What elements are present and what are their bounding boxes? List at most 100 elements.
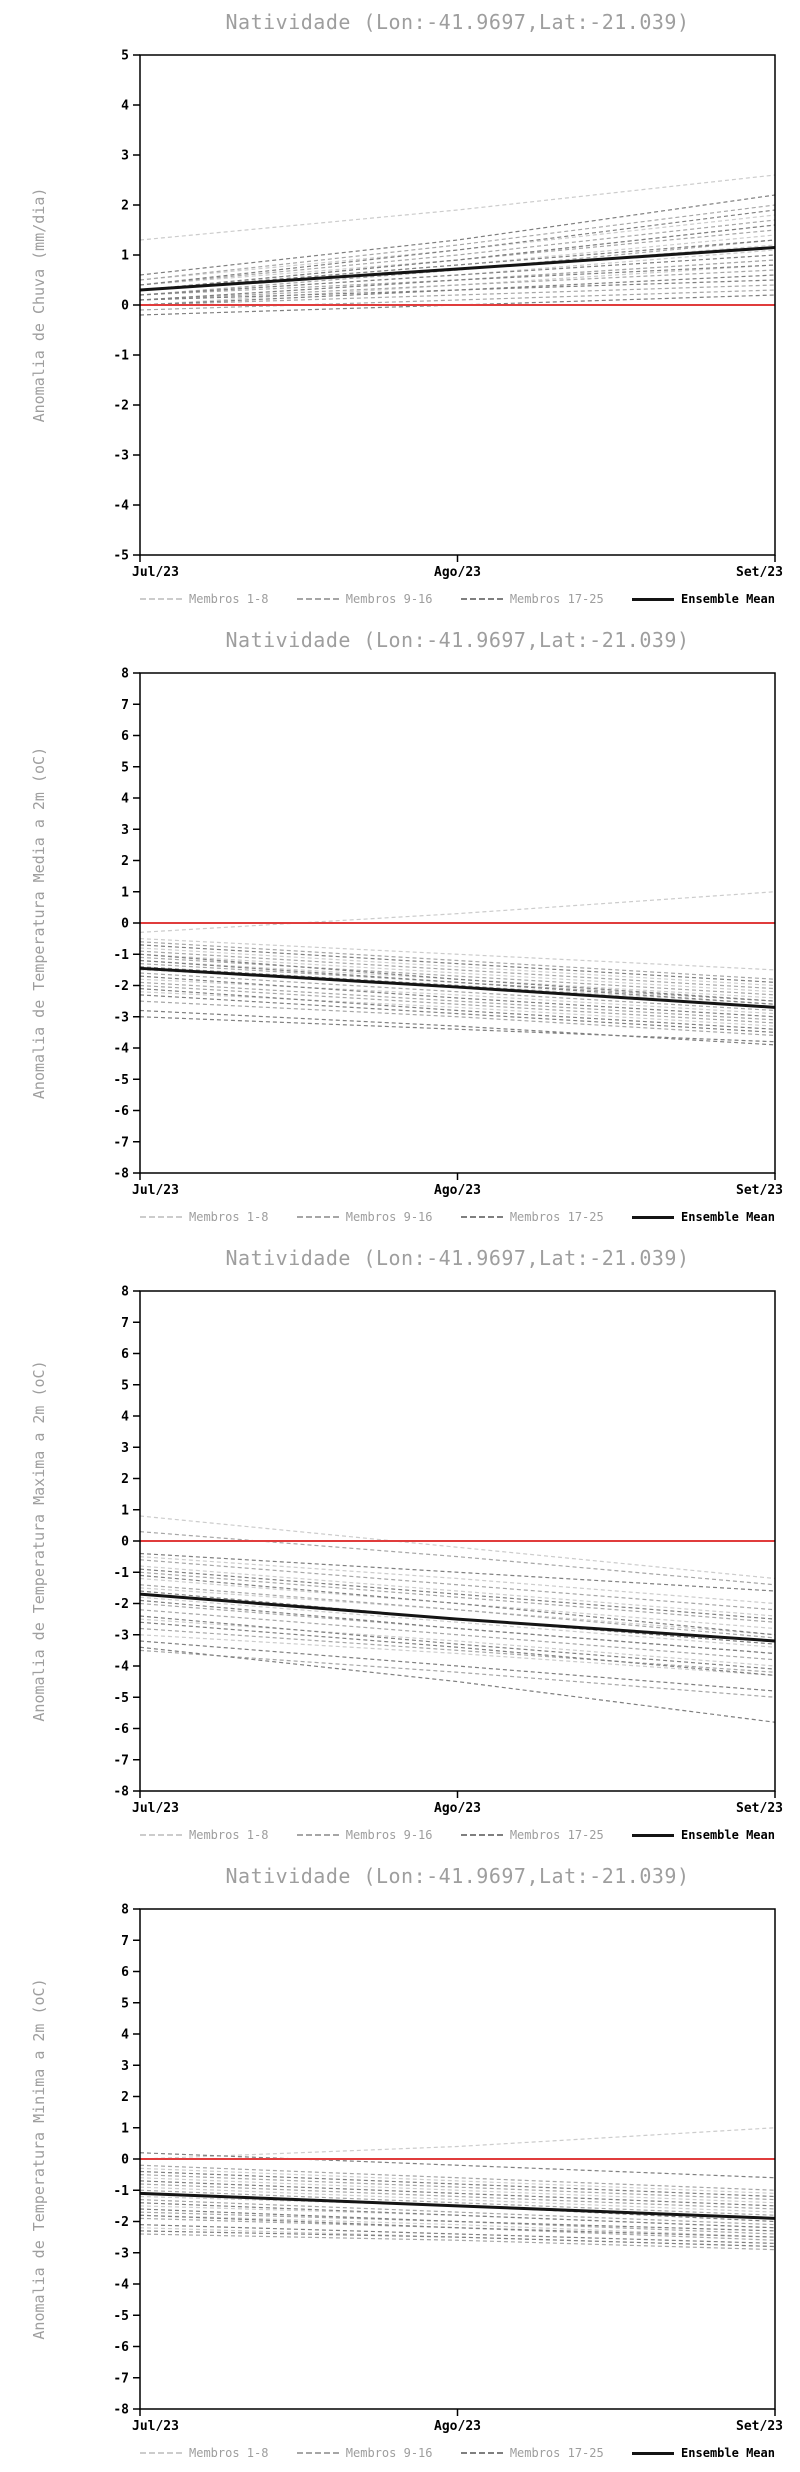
svg-text:8: 8 (121, 667, 129, 682)
legend-item-members-1-8: Membros 1-8 (140, 1210, 268, 1224)
legend-label: Ensemble Mean (681, 1210, 775, 1224)
svg-text:7: 7 (121, 1934, 129, 1949)
solid-line-swatch (632, 597, 675, 601)
svg-text:5: 5 (121, 760, 129, 775)
plot-area: -5 -4 -3 -2 -1 0 1 2 3 4 5 Jul/23 Ago/23 Set/23 (113, 49, 783, 581)
svg-text:2: 2 (121, 854, 129, 869)
plot-area: -8 -7 -6 -5 -4 -3 -2 -1 0 1 2 3 4 5 6 7 8 Jul/23 Ago/23 Set… (113, 1285, 783, 1817)
legend-item-members-9-16: Membros 9-16 (296, 1828, 433, 1842)
legend: Membros 1-8 Membros 9-16 Membros 17-25 E… (140, 2446, 775, 2460)
svg-text:-6: -6 (113, 2340, 129, 2355)
legend-item-ensemble-mean: Ensemble Mean (632, 2446, 775, 2460)
svg-text:3: 3 (121, 2059, 129, 2074)
svg-text:-1: -1 (113, 948, 129, 963)
legend-label: Membros 9-16 (345, 1828, 433, 1842)
svg-text:Set/23: Set/23 (736, 565, 783, 580)
svg-text:4: 4 (121, 792, 129, 807)
dashed-line-swatch (460, 1834, 503, 1836)
svg-text:Ago/23: Ago/23 (434, 1183, 481, 1198)
svg-text:-2: -2 (113, 2215, 129, 2230)
svg-text:2: 2 (121, 1472, 129, 1487)
solid-line-swatch (632, 2451, 675, 2455)
svg-text:3: 3 (121, 149, 129, 164)
dashed-line-swatch (460, 1216, 503, 1218)
svg-text:-5: -5 (113, 1073, 129, 1088)
svg-text:-2: -2 (113, 1597, 129, 1612)
svg-text:0: 0 (121, 917, 129, 932)
svg-text:Set/23: Set/23 (736, 2419, 783, 2434)
legend: Membros 1-8 Membros 9-16 Membros 17-25 E… (140, 1210, 775, 1224)
svg-text:4: 4 (121, 1410, 129, 1425)
svg-text:-3: -3 (113, 449, 129, 464)
legend-item-members-1-8: Membros 1-8 (140, 2446, 268, 2460)
svg-text:2: 2 (121, 199, 129, 214)
svg-text:8: 8 (121, 1903, 129, 1918)
legend-item-ensemble-mean: Ensemble Mean (632, 1210, 775, 1224)
svg-text:Jul/23: Jul/23 (132, 1801, 179, 1816)
svg-text:-4: -4 (113, 499, 129, 514)
legend-item-ensemble-mean: Ensemble Mean (632, 1828, 775, 1842)
svg-text:5: 5 (121, 49, 129, 64)
plot-area: -8 -7 -6 -5 -4 -3 -2 -1 0 1 2 3 4 5 6 7 8 Jul/23 Ago/23 Set… (113, 667, 783, 1199)
svg-text:Ago/23: Ago/23 (434, 1801, 481, 1816)
svg-text:5: 5 (121, 1996, 129, 2011)
svg-text:-4: -4 (113, 1660, 129, 1675)
svg-text:-1: -1 (113, 2184, 129, 2199)
legend-label: Membros 17-25 (509, 592, 604, 606)
svg-text:5: 5 (121, 1378, 129, 1393)
legend-label: Membros 1-8 (189, 2446, 269, 2460)
svg-text:-2: -2 (113, 979, 129, 994)
legend-label: Ensemble Mean (681, 592, 775, 606)
legend-label: Membros 1-8 (189, 1210, 269, 1224)
legend-item-members-17-25: Membros 17-25 (460, 592, 604, 606)
svg-text:1: 1 (121, 2121, 129, 2136)
svg-text:Set/23: Set/23 (736, 1801, 783, 1816)
dashed-line-swatch (460, 2452, 503, 2454)
legend-label: Membros 17-25 (509, 1210, 604, 1224)
dashed-line-swatch (140, 1834, 182, 1836)
svg-text:-4: -4 (113, 1042, 129, 1057)
svg-text:4: 4 (121, 99, 129, 114)
chart-title: Natividade (Lon:-41.9697,Lat:-21.039) (225, 628, 690, 652)
svg-text:-5: -5 (113, 1691, 129, 1706)
solid-line-swatch (632, 1215, 675, 1219)
legend-label: Membros 9-16 (345, 2446, 433, 2460)
svg-text:-2: -2 (113, 399, 129, 414)
svg-text:-3: -3 (113, 1628, 129, 1643)
svg-text:Jul/23: Jul/23 (132, 1183, 179, 1198)
dashed-line-swatch (296, 598, 339, 600)
legend-label: Membros 1-8 (189, 1828, 269, 1842)
svg-text:-7: -7 (113, 2371, 129, 2386)
svg-text:-7: -7 (113, 1135, 129, 1150)
dashed-line-swatch (140, 1216, 182, 1218)
dashed-line-swatch (140, 598, 182, 600)
svg-text:Jul/23: Jul/23 (132, 2419, 179, 2434)
svg-text:2: 2 (121, 2090, 129, 2105)
svg-text:-1: -1 (113, 349, 129, 364)
svg-text:3: 3 (121, 1441, 129, 1456)
svg-text:-5: -5 (113, 549, 129, 564)
legend-label: Membros 1-8 (189, 592, 269, 606)
svg-text:0: 0 (121, 1535, 129, 1550)
legend-item-members-1-8: Membros 1-8 (140, 592, 268, 606)
svg-text:1: 1 (121, 885, 129, 900)
legend-label: Membros 17-25 (509, 1828, 604, 1842)
svg-text:7: 7 (121, 698, 129, 713)
chart-section-max-temperature-anomaly: Natividade (Lon:-41.9697,Lat:-21.039) An… (0, 1236, 800, 1854)
legend-item-members-17-25: Membros 17-25 (460, 1210, 604, 1224)
svg-text:1: 1 (121, 249, 129, 264)
legend-item-members-9-16: Membros 9-16 (296, 2446, 433, 2460)
svg-text:Ago/23: Ago/23 (434, 565, 481, 580)
chart-title: Natividade (Lon:-41.9697,Lat:-21.039) (225, 1246, 690, 1270)
chart-section-mean-temperature-anomaly: Natividade (Lon:-41.9697,Lat:-21.039) An… (0, 618, 800, 1236)
svg-text:1: 1 (121, 1503, 129, 1518)
svg-text:Jul/23: Jul/23 (132, 565, 179, 580)
svg-text:0: 0 (121, 2153, 129, 2168)
svg-text:8: 8 (121, 1285, 129, 1300)
svg-text:-4: -4 (113, 2278, 129, 2293)
svg-text:-6: -6 (113, 1722, 129, 1737)
legend-item-members-1-8: Membros 1-8 (140, 1828, 268, 1842)
svg-text:-1: -1 (113, 1566, 129, 1581)
legend-item-members-9-16: Membros 9-16 (296, 1210, 433, 1224)
legend: Membros 1-8 Membros 9-16 Membros 17-25 E… (140, 1828, 775, 1842)
